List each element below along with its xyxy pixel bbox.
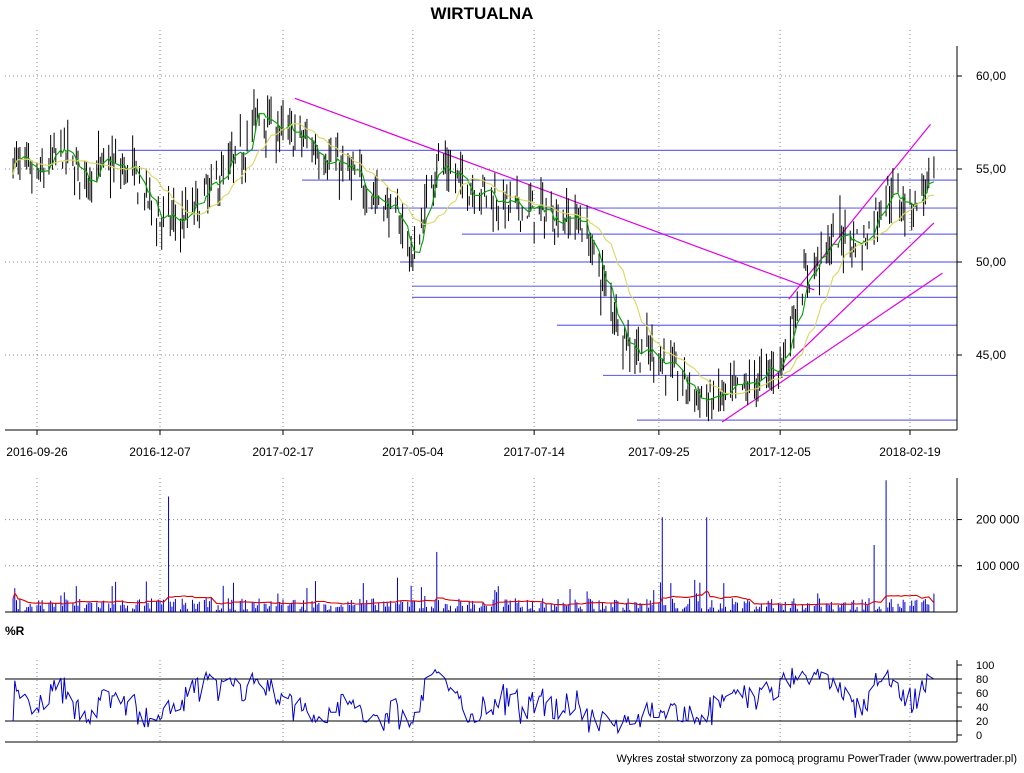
- volume-bars: [12, 480, 935, 612]
- volume-grid: [5, 478, 957, 612]
- trendline: [788, 123, 931, 300]
- price-candles: [12, 89, 935, 422]
- y-tick-label: 100 000: [976, 559, 1020, 573]
- moving-average-short: [12, 113, 935, 402]
- footer-credit: Wykres został stworzony za pomocą progra…: [616, 753, 1017, 765]
- moving-average-long: [12, 123, 935, 395]
- trendline: [294, 97, 815, 291]
- trendlines: [294, 97, 943, 423]
- indicator-label: %R: [5, 624, 25, 638]
- y-tick-label: 60,00: [976, 69, 1006, 83]
- x-tick-label: 2018-02-19: [879, 445, 941, 459]
- x-tick-label: 2017-05-04: [382, 445, 444, 459]
- volume-average-line: [12, 590, 935, 606]
- trendline: [721, 272, 943, 423]
- y-tick-label: 20: [976, 716, 988, 728]
- y-tick-label: 100: [976, 660, 994, 672]
- chart-title: WIRTUALNA: [431, 4, 534, 23]
- x-tick-label: 2016-12-07: [129, 445, 191, 459]
- price-axes: 60,00 55,00 50,00 45,00 2016-09-26 2016-12-07…: [5, 46, 1006, 459]
- indicator-axes: 100 80 60 40 20 0: [5, 660, 994, 743]
- y-tick-label: 80: [976, 674, 988, 686]
- y-tick-label: 40: [976, 702, 988, 714]
- x-tick-label: 2017-12-05: [749, 445, 811, 459]
- moving-averages: [12, 113, 935, 402]
- y-tick-label: 55,00: [976, 162, 1006, 176]
- x-tick-label: 2016-09-26: [6, 445, 68, 459]
- y-tick-label: 0: [976, 730, 982, 742]
- y-tick-label: 45,00: [976, 348, 1006, 362]
- x-tick-label: 2017-09-25: [628, 445, 690, 459]
- volume-average: [12, 590, 935, 606]
- y-tick-label: 60: [976, 688, 988, 700]
- price-grid: [5, 30, 957, 430]
- williams-r-line: [12, 667, 935, 735]
- y-tick-label: 50,00: [976, 255, 1006, 269]
- x-tick-label: 2017-07-14: [503, 445, 565, 459]
- volume-axes: 200 000 100 000: [5, 478, 1020, 613]
- x-tick-label: 2017-02-17: [252, 445, 314, 459]
- trendline: [772, 222, 935, 378]
- williams-r-path: [12, 667, 935, 735]
- y-tick-label: 200 000: [976, 513, 1020, 527]
